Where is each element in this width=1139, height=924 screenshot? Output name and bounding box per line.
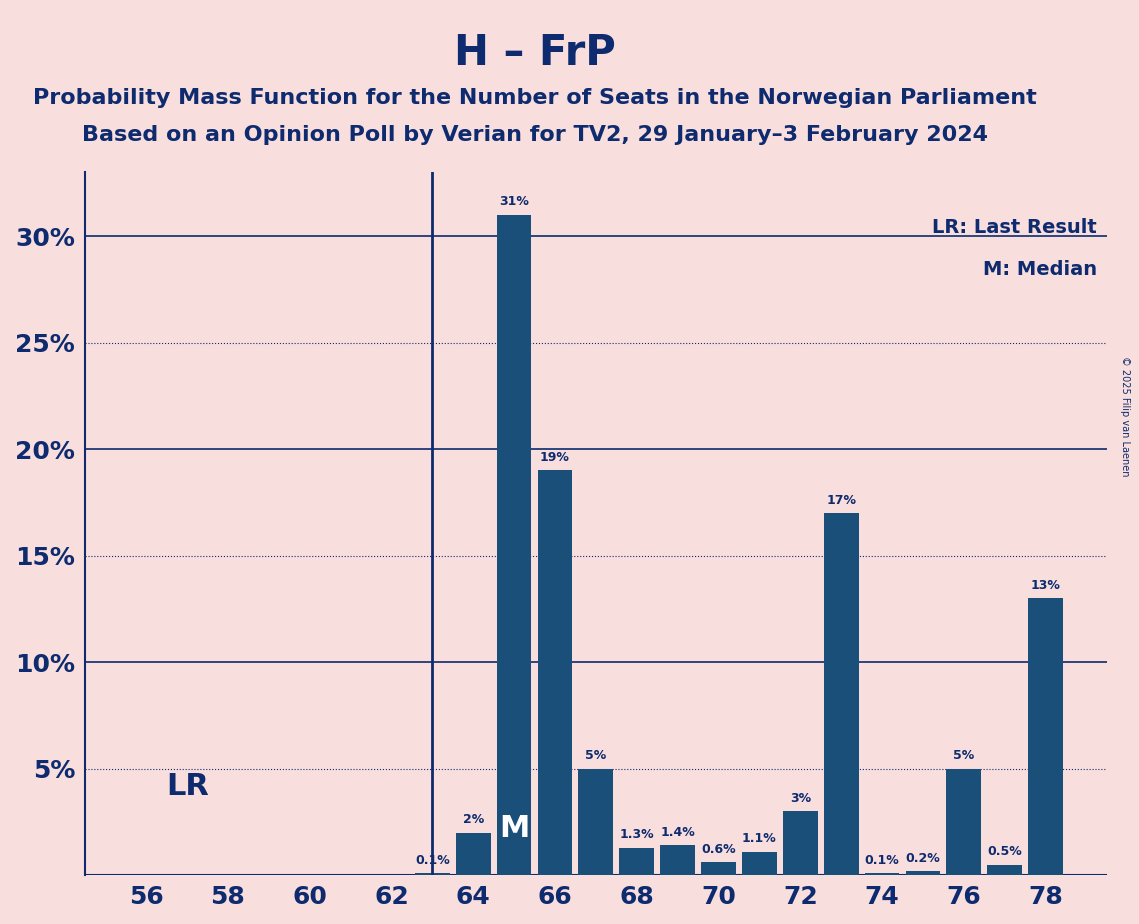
Bar [456,833,491,875]
Text: LR: LR [166,772,210,801]
Text: 1.1%: 1.1% [741,833,777,845]
Text: 31%: 31% [499,195,528,208]
Text: 2%: 2% [462,813,484,826]
Text: LR: Last Result: LR: Last Result [932,218,1097,237]
Text: 13%: 13% [1031,578,1060,592]
Bar [741,852,777,875]
Bar [947,769,981,875]
Text: M: Median: M: Median [983,260,1097,279]
Text: 0.1%: 0.1% [865,854,900,867]
Bar [538,470,572,875]
Text: 19%: 19% [540,451,570,464]
Bar [1029,598,1063,875]
Text: M: M [499,814,530,844]
Text: H – FrP: H – FrP [454,32,616,74]
Text: © 2025 Filip van Laenen: © 2025 Filip van Laenen [1121,356,1130,476]
Text: 5%: 5% [953,749,975,762]
Text: 5%: 5% [585,749,606,762]
Bar [661,845,695,875]
Bar [988,865,1022,875]
Bar [782,811,818,875]
Text: Probability Mass Function for the Number of Seats in the Norwegian Parliament: Probability Mass Function for the Number… [33,88,1038,108]
Text: 1.3%: 1.3% [620,828,654,841]
Text: Based on an Opinion Poll by Verian for TV2, 29 January–3 February 2024: Based on an Opinion Poll by Verian for T… [82,125,989,145]
Bar [579,769,613,875]
Text: 0.2%: 0.2% [906,852,941,865]
Text: 0.1%: 0.1% [415,854,450,867]
Text: 17%: 17% [826,493,857,506]
Text: 3%: 3% [789,792,811,805]
Bar [415,873,450,875]
Bar [865,873,900,875]
Text: 0.6%: 0.6% [702,843,736,857]
Bar [620,847,654,875]
Bar [906,871,941,875]
Bar [823,513,859,875]
Bar [497,214,532,875]
Bar [702,862,736,875]
Text: 1.4%: 1.4% [661,826,695,839]
Text: 0.5%: 0.5% [988,845,1022,858]
